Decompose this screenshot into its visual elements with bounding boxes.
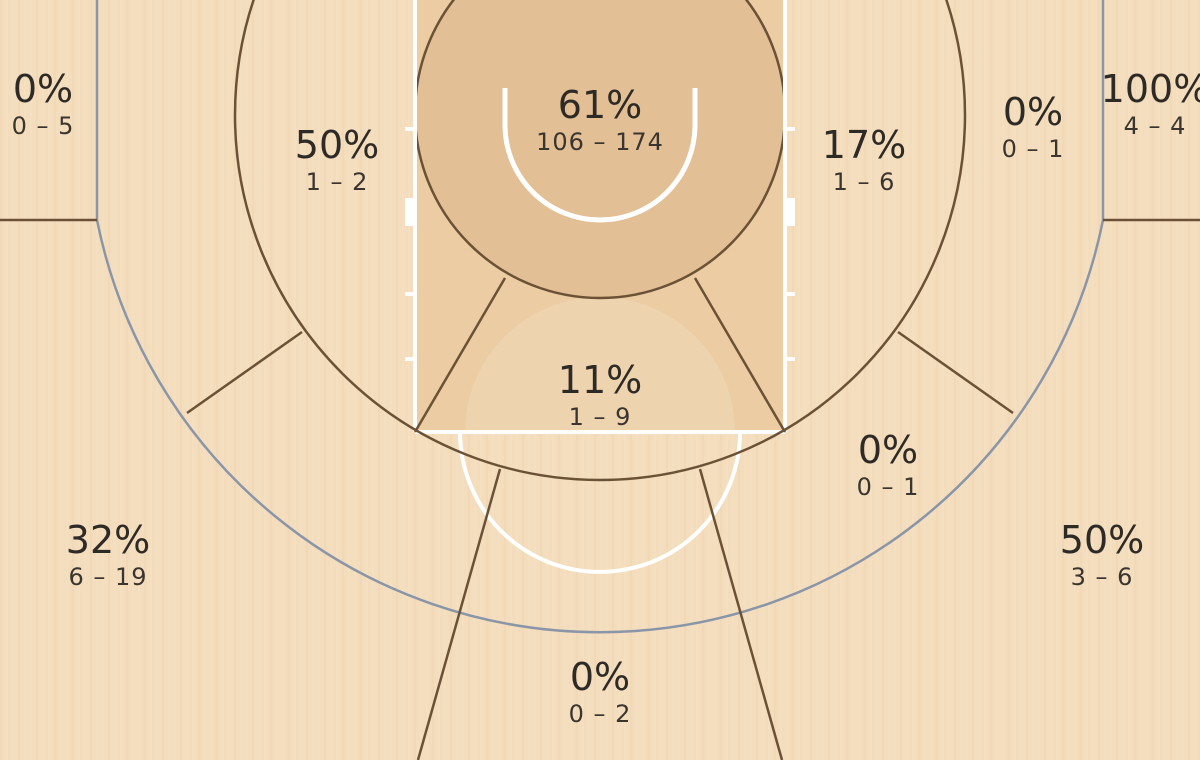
zone-percentage: 100% bbox=[1101, 67, 1200, 111]
zone-percentage: 11% bbox=[558, 358, 642, 402]
zone-label-restricted-area: 61%106 – 174 bbox=[536, 83, 664, 156]
zone-made-attempts: 0 – 2 bbox=[569, 700, 632, 728]
zone-label-mid-left-baseline: 50%1 – 2 bbox=[295, 123, 379, 196]
zone-dividers bbox=[0, 218, 1200, 760]
restricted-arc bbox=[502, 88, 698, 223]
zone-percentage: 61% bbox=[558, 83, 642, 127]
zone-made-attempts: 0 – 1 bbox=[857, 473, 920, 501]
zone-label-right-corner-three: 100%4 – 4 bbox=[1101, 67, 1200, 140]
zone-label-mid-right-elbow: 0%0 – 1 bbox=[857, 428, 920, 501]
zone-percentage: 50% bbox=[1060, 518, 1144, 562]
zone-percentage: 0% bbox=[1003, 90, 1063, 134]
zone-label-left-corner-three: 0%0 – 5 bbox=[12, 67, 75, 140]
zone-made-attempts: 3 – 6 bbox=[1071, 563, 1134, 591]
zone-percentage: 0% bbox=[13, 67, 73, 111]
zone-label-top-key-three: 0%0 – 2 bbox=[569, 655, 632, 728]
zone-label-left-wing-three: 32%6 – 19 bbox=[66, 518, 150, 591]
zone-label-paint-non-ra: 11%1 – 9 bbox=[558, 358, 642, 431]
zone-made-attempts: 106 – 174 bbox=[536, 128, 664, 156]
zone-percentage: 50% bbox=[295, 123, 379, 167]
zone-label-mid-right-baseline: 17%1 – 6 bbox=[822, 123, 906, 196]
mid-range-boundary bbox=[233, 0, 967, 482]
zone-made-attempts: 1 – 9 bbox=[569, 403, 632, 431]
lane-hash-marks bbox=[405, 127, 795, 361]
zone-percentage: 0% bbox=[858, 428, 918, 472]
paint-zone bbox=[415, 278, 785, 432]
zone-made-attempts: 0 – 5 bbox=[12, 112, 75, 140]
zone-percentage: 0% bbox=[570, 655, 630, 699]
zone-made-attempts: 6 – 19 bbox=[68, 563, 147, 591]
zone-made-attempts: 4 – 4 bbox=[1124, 112, 1187, 140]
three-point-line bbox=[95, 0, 1105, 634]
zone-label-mid-right-wing: 0%0 – 1 bbox=[1002, 90, 1065, 163]
zone-made-attempts: 1 – 2 bbox=[306, 168, 369, 196]
zone-made-attempts: 1 – 6 bbox=[833, 168, 896, 196]
zone-percentage: 32% bbox=[66, 518, 150, 562]
free-throw-upper-circle bbox=[465, 297, 735, 432]
zone-percentage: 17% bbox=[822, 123, 906, 167]
zone-label-right-wing-three: 50%3 – 6 bbox=[1060, 518, 1144, 591]
zone-made-attempts: 0 – 1 bbox=[1002, 135, 1065, 163]
free-throw-circle bbox=[458, 431, 742, 574]
